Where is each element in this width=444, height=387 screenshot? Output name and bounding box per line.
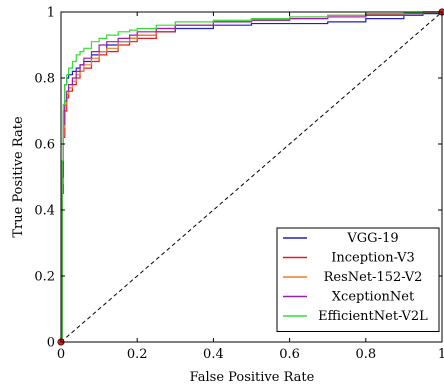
reference-diagonal (60, 11, 443, 343)
x-tick-label: 1 (438, 347, 444, 362)
y-tick-label: 0.4 (34, 204, 55, 219)
x-tick-label: 0.6 (279, 347, 300, 362)
legend-label: ResNet-152-V2 (324, 270, 423, 285)
y-ticks: 0 0.2 0.4 0.6 0.8 1 (34, 6, 442, 351)
x-tick-label: 0.2 (127, 347, 148, 362)
legend-label: XceptionNet (332, 290, 415, 305)
y-tick-label: 0 (47, 336, 55, 351)
x-tick-label: 0.8 (355, 347, 376, 362)
axes-frame (60, 11, 443, 343)
legend: VGG-19 Inception-V3 ResNet-152-V2 XceptionN… (276, 227, 440, 332)
x-tick-label: 0 (57, 347, 65, 362)
y-tick-label: 0.8 (34, 72, 55, 87)
legend-label: VGG-19 (346, 231, 398, 246)
y-axis-label: True Positive Rate (11, 116, 26, 238)
x-axis-label: False Positive Rate (190, 370, 315, 385)
legend-label: EfficientNet-V2L (318, 309, 428, 324)
y-tick-label: 0.2 (34, 270, 55, 285)
legend-box (276, 227, 440, 332)
series-line-efficientnet-v2l (61, 11, 442, 343)
plot-frame (60, 11, 443, 343)
series-lines (61, 11, 443, 343)
legend-label: Inception-V3 (331, 251, 415, 266)
reference-diagonal-line (60, 11, 443, 343)
series-line-xceptionnet (61, 11, 442, 343)
y-tick-label: 1 (47, 6, 55, 21)
x-ticks: 0 0.2 0.4 0.6 0.8 1 (57, 12, 444, 362)
y-tick-label: 0.6 (34, 138, 55, 153)
x-tick-label: 0.4 (203, 347, 224, 362)
